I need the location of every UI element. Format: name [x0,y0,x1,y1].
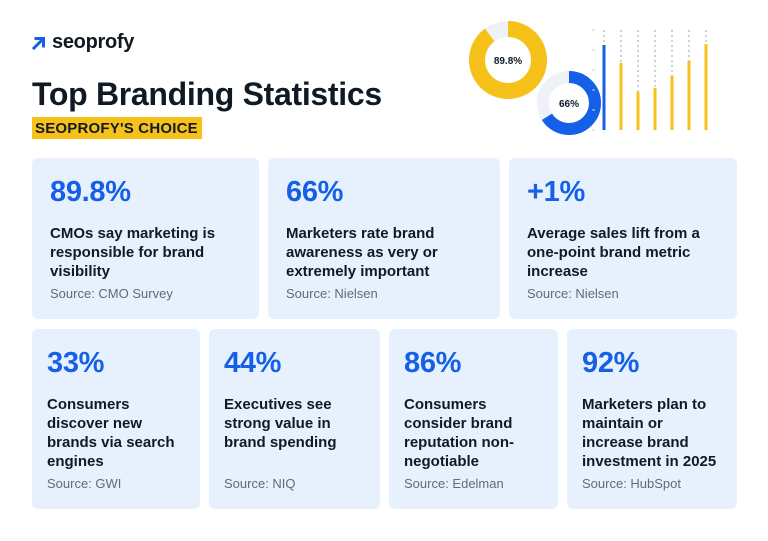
deco-bar [687,61,691,130]
stat-card: 66% Marketers rate brand awareness as ve… [268,158,500,319]
stat-value: 44% [224,347,282,379]
logo-text: seoprofy [52,31,135,53]
stat-card: 89.8% CMOs say marketing is responsible … [32,158,259,319]
arrow-up-right-icon [32,36,46,50]
stat-source: Source: Nielsen [527,286,619,301]
deco-bar [704,44,708,130]
deco-bar [670,76,674,130]
donut-blue: 66% [537,71,601,135]
stat-source: Source: GWI [47,476,122,491]
stat-source: Source: Edelman [404,476,504,491]
stat-value: 92% [582,347,640,379]
stat-card: 44% Executives see strong value in brand… [209,329,380,509]
stat-source: Source: NIQ [224,476,296,491]
stat-card: 33% Consumers discover new brands via se… [32,329,200,509]
stat-source: Source: Nielsen [286,286,378,301]
donut-yellow-arc [469,21,547,99]
decorative-bar-group [592,29,708,131]
stat-value: +1% [527,176,585,208]
stat-description: Average sales lift from a one-point bran… [527,225,700,280]
stat-description: CMOs say marketing is responsible for br… [50,225,216,280]
donut-yellow: 89.8% [469,21,547,99]
stat-card: 86% Consumers consider brand reputation … [389,329,558,509]
stat-card: 92% Marketers plan to maintain or increa… [567,329,737,509]
stat-description: Marketers plan to maintain or increase b… [582,396,717,470]
deco-bar [636,92,640,130]
stat-value: 66% [286,176,344,208]
deco-bar [619,63,623,130]
stat-source: Source: CMO Survey [50,286,173,301]
page-subtitle: SEOPROFY'S CHOICE [32,117,202,139]
stat-description: Marketers rate brand awareness as very o… [286,225,438,280]
stat-description: Executives see strong value in brand spe… [224,396,337,451]
stat-description: Consumers discover new brands via search… [47,396,175,470]
decorative-chart-graphic: 89.8% 66% [469,21,708,135]
deco-bar [602,45,606,130]
donut-blue-label: 66% [559,99,579,110]
donut-blue-arc [537,71,601,135]
stat-card: +1% Average sales lift from a one-point … [509,158,737,319]
stat-value: 33% [47,347,105,379]
deco-bar [653,88,657,130]
stat-description: Consumers consider brand reputation non-… [404,396,514,470]
stat-source: Source: HubSpot [582,476,682,491]
stat-value: 89.8% [50,176,131,208]
stat-value: 86% [404,347,462,379]
donut-yellow-label: 89.8% [494,56,522,67]
brand-logo: seoprofy [32,31,134,54]
page-title: Top Branding Statistics [32,76,382,112]
